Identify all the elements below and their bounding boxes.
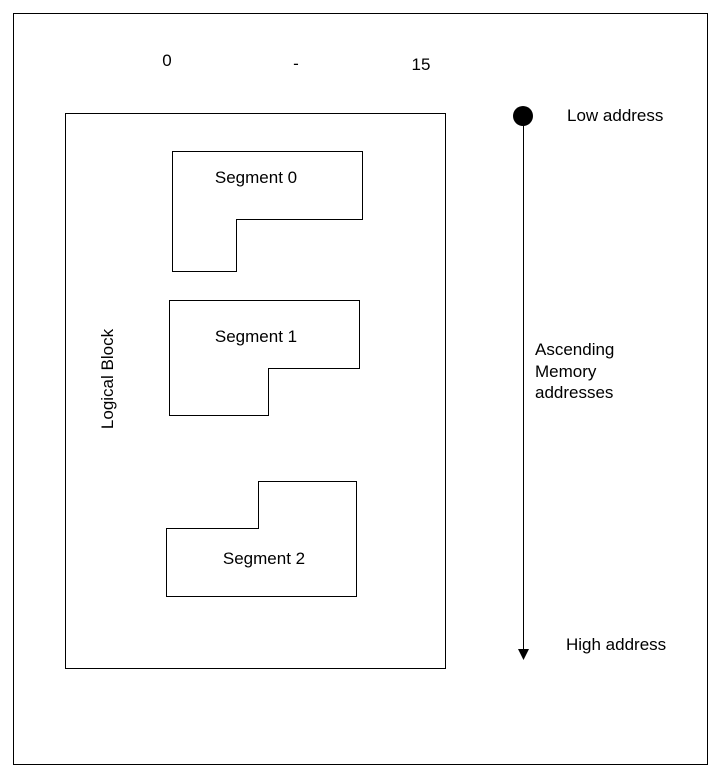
segment-2-label: Segment 2 — [223, 549, 305, 568]
segment-1-label: Segment 1 — [215, 327, 297, 346]
outer-frame — [13, 13, 708, 765]
address-axis-arrowhead — [518, 649, 529, 660]
segment-2-shape — [166, 481, 357, 597]
axis-direction-label: Ascending Memory addresses — [535, 340, 619, 402]
segment-1-shape — [169, 300, 360, 416]
high-address-label: High address — [566, 635, 666, 654]
logical-block-label: Logical Block — [98, 328, 117, 429]
segment-0-label: Segment 0 — [215, 168, 297, 187]
range-end-label: 15 — [412, 55, 431, 74]
axis-direction-line-1: Ascending — [535, 340, 614, 359]
logical-block — [65, 113, 446, 669]
axis-direction-line-3: addresses — [535, 383, 613, 402]
axis-direction-line-2: Memory — [535, 362, 597, 381]
low-address-label: Low address — [567, 106, 663, 125]
range-start-label: 0 — [162, 51, 171, 70]
segment-0-shape — [172, 151, 363, 272]
range-separator-label: - — [293, 54, 299, 73]
